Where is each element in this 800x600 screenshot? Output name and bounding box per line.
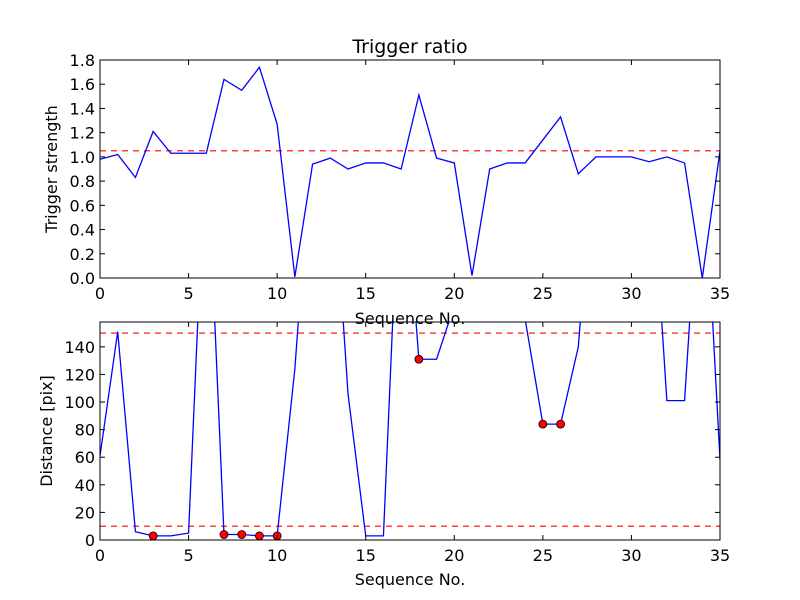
plot-frame	[99, 59, 721, 279]
y-tick-label: 120	[64, 365, 95, 384]
x-tick-label: 5	[183, 546, 193, 565]
x-tick-label: 35	[710, 546, 730, 565]
x-tick-label: 30	[621, 546, 641, 565]
y-tick-label: 20	[75, 503, 95, 522]
plot-content	[100, 65, 720, 278]
y-tick-label: 60	[75, 448, 95, 467]
x-tick-label: 15	[356, 546, 376, 565]
chart-title: Trigger ratio	[351, 36, 467, 58]
y-tick-label: 1.8	[70, 51, 95, 70]
y-tick-label: 40	[75, 476, 95, 495]
y-tick-label: 0.4	[70, 221, 95, 240]
plot-frame	[99, 321, 721, 541]
distance-panel: 0 5 10 15 20 25 30 35 0 20 40 60 80 100 120 140 Sequenc…	[37, 321, 730, 589]
y-tick-label: 100	[64, 393, 95, 412]
data-marker	[538, 419, 548, 429]
y-tick-label: 0	[85, 531, 95, 550]
x-axis-title: Sequence No.	[355, 570, 466, 589]
x-tick-label: 25	[533, 284, 553, 303]
data-marker	[556, 419, 565, 429]
plot-content	[100, 322, 720, 540]
x-tick-label: 5	[183, 284, 193, 303]
y-tick-label: 140	[64, 338, 95, 357]
x-tick-label: 20	[444, 546, 464, 565]
y-tick-label: 0.2	[70, 245, 95, 264]
y-tick-label: 0.6	[70, 196, 95, 215]
y-tick-label: 1.2	[70, 124, 95, 143]
y-tick-label: 80	[75, 421, 95, 440]
x-axis-title: Sequence No.	[355, 309, 466, 328]
data-marker	[148, 531, 158, 540]
trigger-ratio-plot-area: 0 5 10 15 20 25 30 35 0.0 0.2 0.4 0.6 0.8 1.0 1.2 1.4 1.…	[70, 51, 731, 303]
x-tick-label: 0	[95, 546, 105, 565]
y-axis-title: Trigger strength	[42, 105, 61, 234]
trigger-ratio-panel: Trigger ratio 0 5 10 15 20 25 30 35 0.0 0.2 0.4 0.6…	[42, 36, 730, 328]
x-tick-label: 30	[621, 284, 641, 303]
distance-plot-area: 0 5 10 15 20 25 30 35 0 20 40 60 80 100 120 140	[64, 321, 730, 565]
y-axis-title: Distance [pix]	[37, 375, 56, 487]
y-tick-label: 1.6	[70, 75, 95, 94]
data-marker	[255, 531, 264, 540]
x-tick-label: 25	[533, 546, 553, 565]
x-tick-label: 10	[267, 284, 287, 303]
data-marker	[219, 530, 229, 539]
series-line	[100, 65, 720, 278]
y-tick-label: 0.0	[70, 269, 95, 288]
x-tick-label: 20	[444, 284, 464, 303]
x-tick-label: 10	[267, 546, 287, 565]
x-tick-label: 0	[95, 284, 105, 303]
data-marker	[414, 354, 424, 364]
x-tick-label: 35	[710, 284, 730, 303]
data-marker	[237, 530, 247, 539]
y-tick-label: 1.4	[70, 99, 95, 118]
x-tick-label: 15	[356, 284, 376, 303]
y-tick-label: 1.0	[70, 148, 95, 167]
y-tick-label: 0.8	[70, 172, 95, 191]
